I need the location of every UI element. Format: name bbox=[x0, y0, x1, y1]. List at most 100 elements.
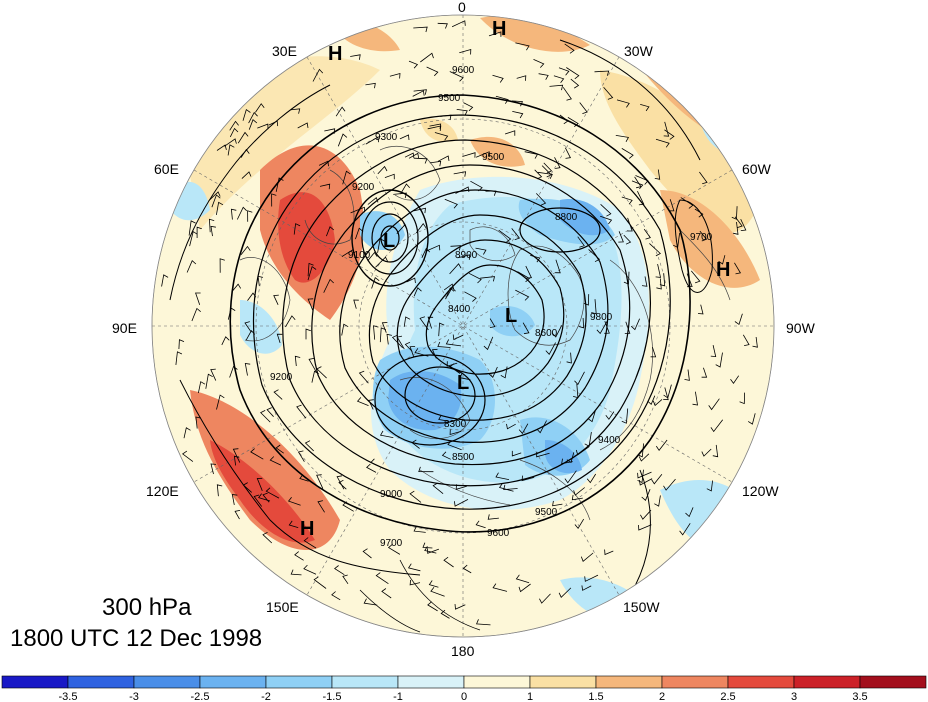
wind-barb bbox=[524, 151, 539, 159]
wind-barb bbox=[311, 370, 320, 383]
wind-barb bbox=[447, 440, 462, 451]
contour-label: 9200 bbox=[270, 372, 293, 383]
wind-barb bbox=[273, 389, 283, 400]
wind-barb bbox=[536, 451, 550, 458]
wind-barb bbox=[389, 72, 401, 79]
wind-barb bbox=[518, 423, 529, 435]
wind-barb bbox=[624, 321, 631, 334]
contour-label: 9100 bbox=[348, 250, 371, 261]
map-border bbox=[151, 14, 775, 638]
wind-barb bbox=[247, 210, 253, 222]
wind-barb bbox=[355, 227, 364, 240]
wind-barb bbox=[615, 135, 630, 142]
wind-barb bbox=[248, 111, 258, 124]
wind-barb bbox=[335, 106, 346, 117]
wind-barb bbox=[429, 123, 442, 130]
wind-barb bbox=[391, 334, 403, 349]
wind-barb bbox=[506, 423, 516, 430]
wind-barb bbox=[195, 292, 201, 306]
wind-barb bbox=[574, 371, 585, 386]
wind-barb bbox=[312, 68, 324, 82]
wind-barb bbox=[586, 473, 597, 484]
wind-barb bbox=[368, 399, 374, 410]
wind-barb bbox=[237, 131, 249, 144]
wind-barb bbox=[449, 263, 462, 275]
wind-barb bbox=[409, 579, 421, 586]
wind-barb bbox=[566, 67, 580, 80]
wind-barb bbox=[341, 248, 355, 257]
wind-barb bbox=[229, 120, 239, 131]
wind-barb bbox=[654, 169, 661, 180]
wind-barb bbox=[549, 84, 564, 91]
wind-barb bbox=[266, 407, 274, 417]
colorbar-tick-label: 2.5 bbox=[720, 691, 735, 702]
wind-barb bbox=[627, 217, 633, 232]
wind-barb bbox=[640, 509, 652, 520]
wind-barb bbox=[365, 82, 376, 89]
wind-barb bbox=[432, 482, 444, 495]
wind-barb bbox=[561, 458, 573, 465]
wind-barb bbox=[408, 60, 419, 69]
wind-barb bbox=[734, 313, 743, 326]
contour-label: 9800 bbox=[590, 312, 613, 323]
wind-barb bbox=[522, 322, 530, 335]
wind-barb bbox=[690, 270, 701, 284]
wind-barb bbox=[462, 152, 476, 158]
wind-barb bbox=[438, 322, 445, 337]
wind-barb bbox=[710, 345, 717, 358]
wind-barb bbox=[296, 404, 307, 419]
wind-barb bbox=[740, 219, 747, 231]
wind-barb bbox=[379, 430, 394, 438]
colorbar-tick-label: 1.5 bbox=[588, 691, 603, 702]
wind-barb bbox=[584, 574, 599, 582]
wind-barb bbox=[303, 564, 317, 575]
wind-barb bbox=[316, 474, 324, 489]
wind-barb bbox=[290, 569, 302, 576]
wind-barb bbox=[708, 398, 720, 411]
meridian-label: 90E bbox=[112, 320, 137, 336]
wind-barb bbox=[404, 341, 413, 352]
wind-barb bbox=[216, 201, 224, 215]
wind-barb bbox=[227, 144, 235, 156]
wind-barb bbox=[456, 109, 468, 116]
wind-barb bbox=[362, 548, 372, 559]
wind-barb bbox=[621, 408, 629, 424]
wind-barb bbox=[539, 593, 551, 604]
wind-barb bbox=[492, 583, 508, 592]
wind-barb bbox=[256, 477, 263, 491]
wind-barb bbox=[232, 448, 241, 463]
wind-barb bbox=[331, 591, 341, 601]
wind-barb bbox=[692, 391, 698, 406]
wind-barb bbox=[553, 75, 565, 84]
wind-barb bbox=[208, 218, 215, 233]
high-center: H bbox=[328, 43, 342, 65]
wind-barb bbox=[451, 20, 466, 28]
wind-barb bbox=[701, 448, 712, 457]
wind-barb bbox=[188, 220, 196, 236]
wind-barb bbox=[495, 472, 510, 480]
wind-barb bbox=[240, 148, 250, 158]
wind-barb bbox=[623, 234, 632, 245]
wind-barb bbox=[253, 494, 263, 507]
low-center: L bbox=[505, 305, 517, 327]
wind-barb bbox=[600, 204, 612, 217]
meridian-label: 90W bbox=[786, 320, 816, 336]
wind-barb bbox=[734, 216, 743, 228]
wind-barb bbox=[400, 183, 411, 195]
wind-barb bbox=[381, 588, 392, 599]
wind-barb bbox=[587, 410, 596, 423]
pressure-centers: H H H H L L L bbox=[300, 18, 730, 540]
wind-barb bbox=[287, 496, 301, 506]
wind-barb bbox=[621, 196, 633, 205]
wind-barb bbox=[654, 495, 661, 507]
wind-barb bbox=[558, 587, 572, 598]
wind-barb bbox=[630, 318, 640, 331]
wind-barb bbox=[731, 206, 738, 220]
wind-barb bbox=[475, 151, 490, 158]
wind-barb bbox=[210, 368, 217, 381]
colorbar-swatch bbox=[727, 675, 795, 689]
wind-barb bbox=[637, 471, 652, 479]
wind-barb bbox=[233, 455, 240, 466]
coastlines bbox=[239, 146, 731, 521]
wind-barb bbox=[718, 255, 726, 265]
